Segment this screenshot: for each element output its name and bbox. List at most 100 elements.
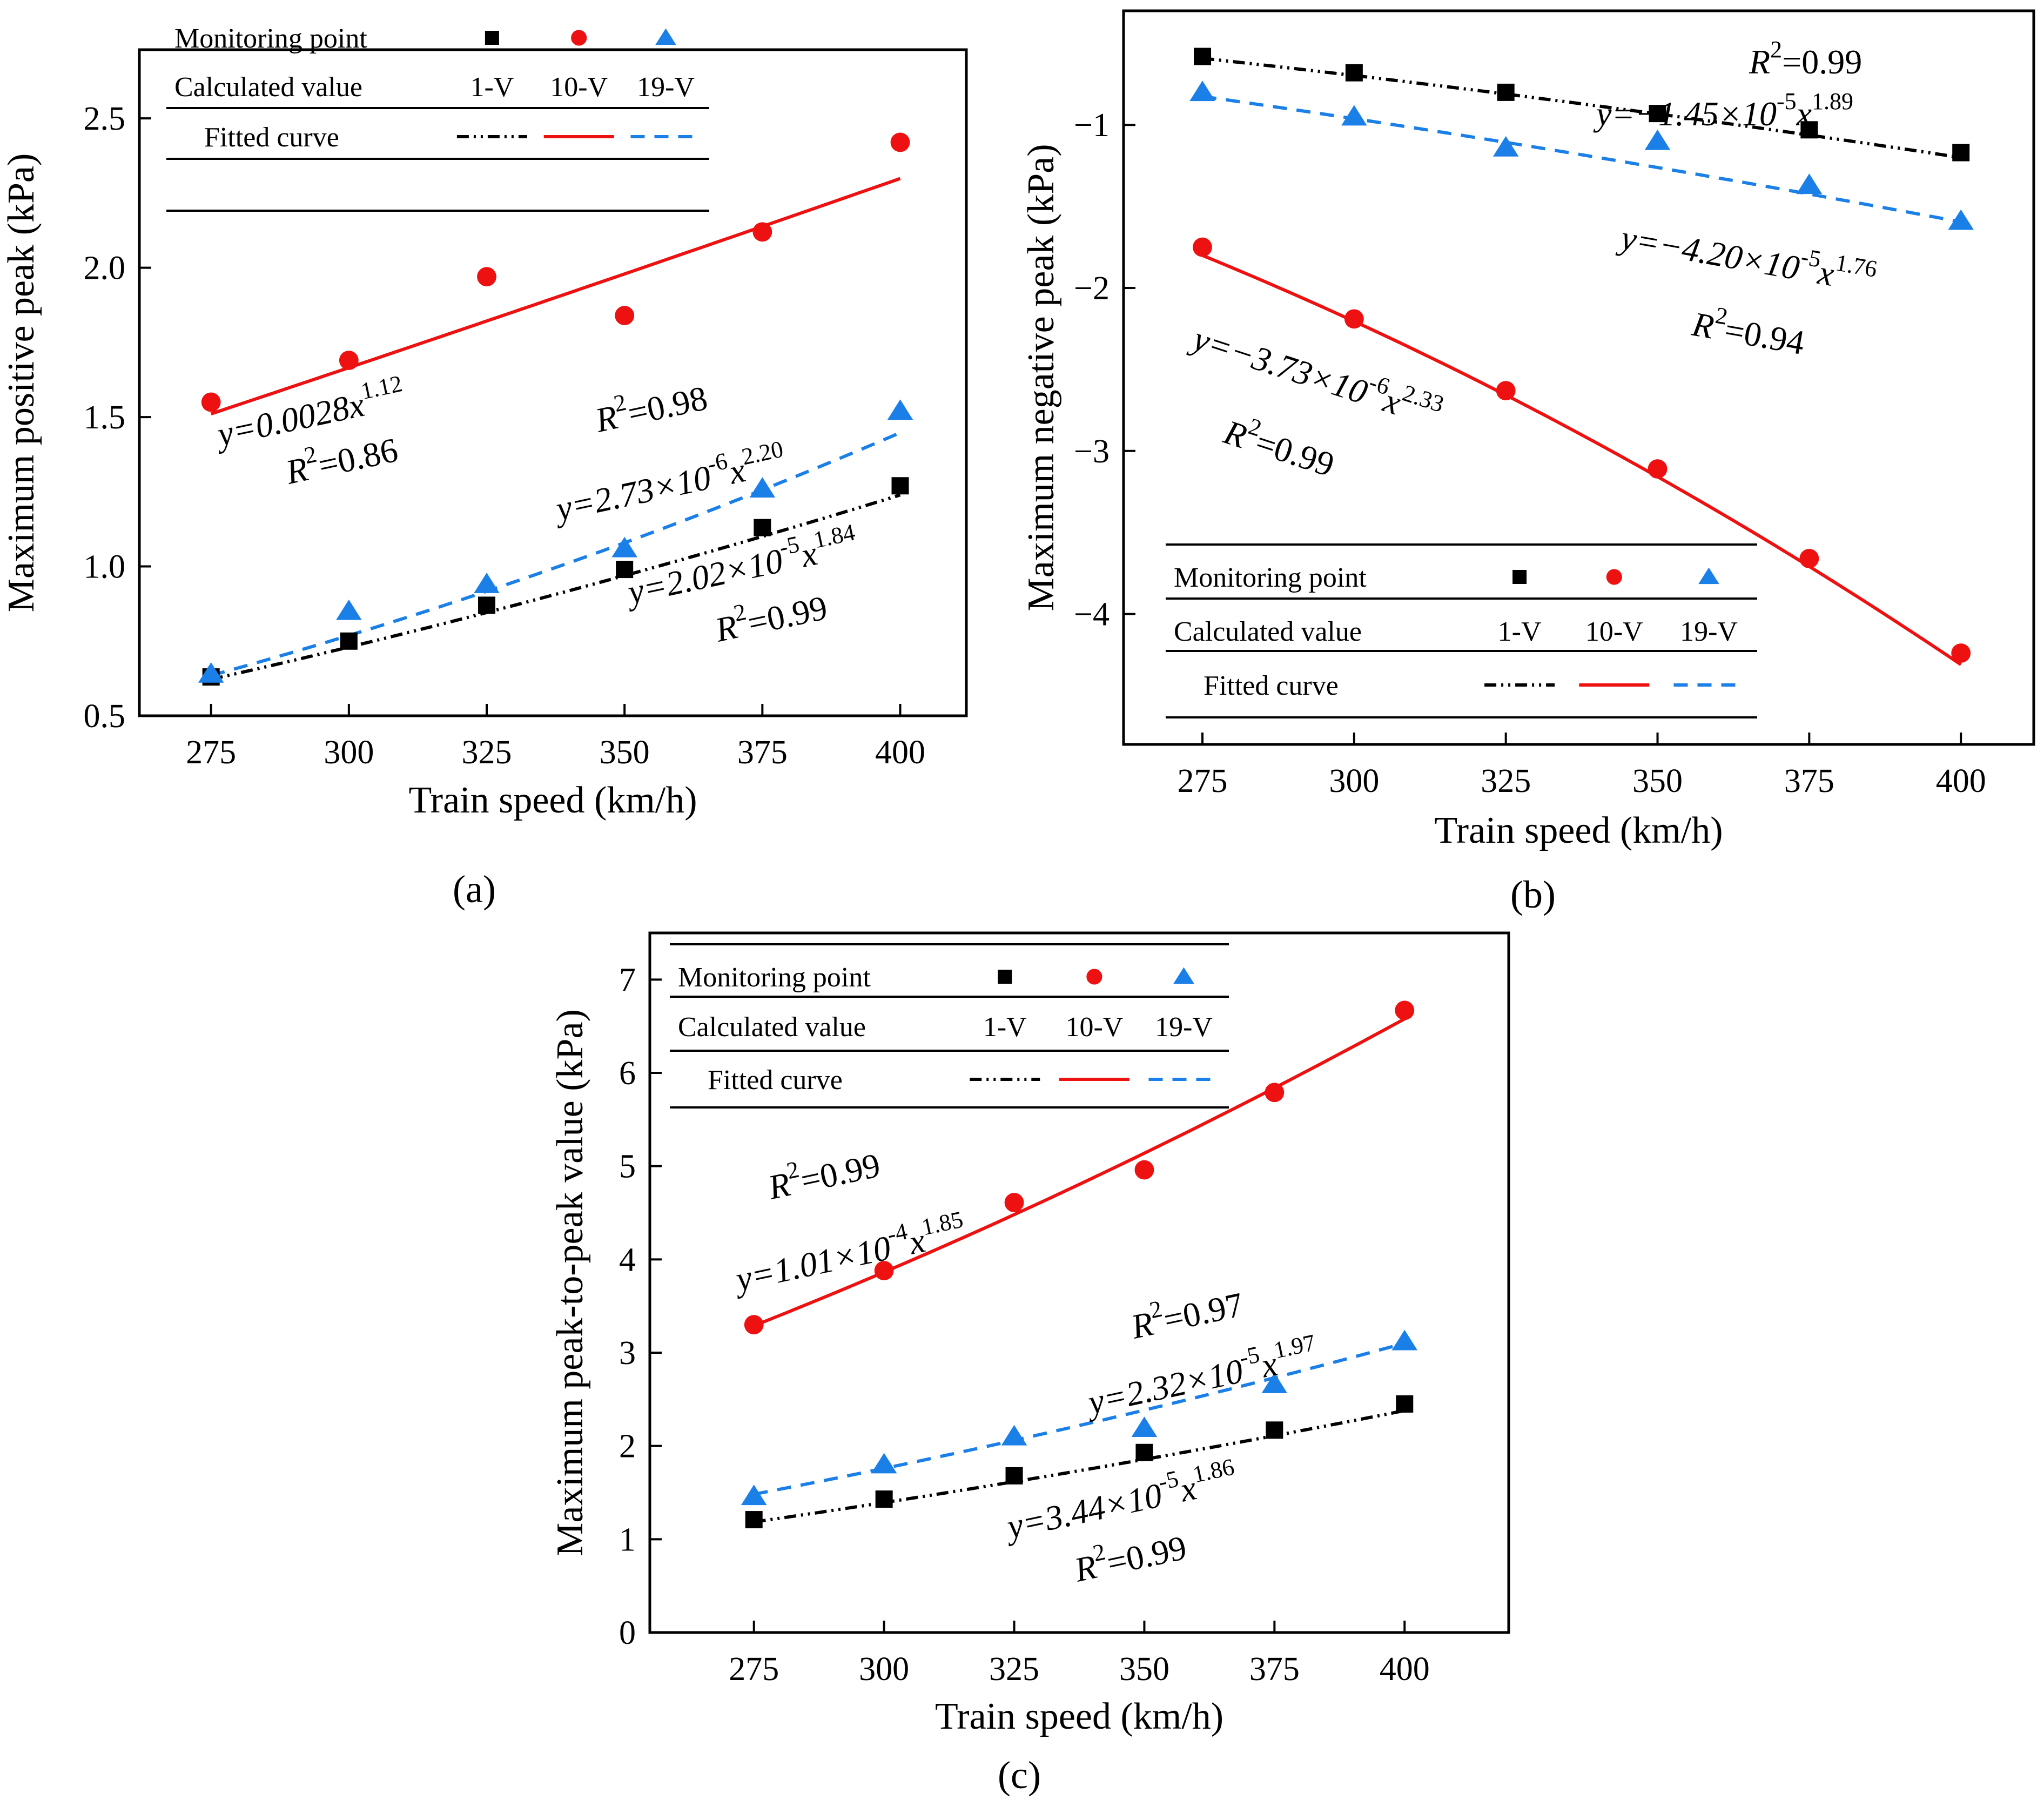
r-squared-1-V: R2=0.99 (710, 582, 831, 649)
x-tick-label: 350 (1119, 1651, 1169, 1688)
y-tick-label: −3 (1074, 433, 1110, 470)
y-tick-label: 2 (619, 1428, 636, 1465)
data-point-10-V (890, 132, 910, 152)
r-squared-19-V: R2=0.97 (1126, 1279, 1247, 1346)
r2-part: =0.99 (797, 1146, 884, 1200)
equation-exponent: 2.33 (1400, 380, 1447, 418)
legend-marker-10-V (571, 30, 587, 46)
x-tick-label: 300 (1329, 763, 1379, 800)
legend-calculated-label: Calculated value (174, 72, 362, 103)
data-point-1-V (745, 1511, 763, 1529)
x-axis-title: Train speed (km/h) (935, 1696, 1223, 1737)
data-point-10-V (744, 1315, 764, 1335)
fit-equation-1-V: y=3.44×10-5x1.86 (999, 1454, 1241, 1547)
data-point-1-V (1800, 121, 1818, 139)
r-squared-1-V: R2=0.99 (1749, 36, 1862, 81)
r-squared-1-V: R2=0.99 (1070, 1522, 1190, 1589)
r2-part: =0.86 (315, 431, 401, 485)
x-tick-label: 375 (737, 734, 788, 771)
legend-marker-1-V (1512, 570, 1527, 584)
data-point-19-V (749, 477, 776, 498)
x-tick-label: 300 (324, 734, 374, 771)
equation-part: y=−4.20×10 (1615, 218, 1803, 287)
y-tick-label: 3 (619, 1335, 636, 1372)
data-point-1-V (1194, 48, 1212, 65)
data-point-19-V (1001, 1425, 1027, 1446)
data-point-19-V (887, 399, 913, 420)
x-tick-label: 275 (186, 734, 236, 771)
r2-part: =0.99 (744, 588, 831, 642)
data-point-19-V (1796, 173, 1823, 194)
legend-series-label: 10-V (550, 72, 608, 103)
chart-panel-3: 275 300 325 350 375 400 0 1 2 3 4 5 6 7 Train speed (k… (549, 931, 1510, 1797)
legend-series-label: 1-V (1498, 616, 1542, 647)
x-tick-label: 400 (1380, 1651, 1430, 1688)
data-point-1-V (754, 519, 771, 536)
fit-equation-1-V: y=−1.45×10-5x1.89 (1593, 88, 1853, 133)
chart-panel-2: 275 300 325 350 375 400 −1 −2 −3 −4 Train speed (k… (1020, 9, 2035, 916)
data-point-10-V (1344, 309, 1364, 329)
y-tick-label: 2.0 (84, 250, 126, 287)
data-point-10-V (615, 306, 635, 326)
y-tick-label: 1.0 (84, 549, 126, 586)
data-point-10-V (1395, 1000, 1415, 1020)
y-tick-label: 2.5 (84, 100, 126, 137)
data-point-10-V (1951, 643, 1971, 663)
fit-curve-1-V (1202, 56, 1961, 159)
y-axis-title: Maximum positive peak (kPa) (1, 153, 42, 613)
r-squared-19-V: R2=0.94 (1689, 298, 1808, 362)
y-tick-label: 1 (619, 1521, 636, 1558)
legend-series-label: 1-V (983, 1012, 1027, 1043)
fit-equation-19-V: y=−4.20×10-5x1.76 (1615, 211, 1879, 300)
data-point-10-V (1134, 1160, 1154, 1180)
data-point-10-V (1648, 459, 1668, 479)
fit-curve-19-V (210, 431, 901, 677)
r2-part: =0.99 (1251, 423, 1339, 484)
y-axis-title: Maximum negative peak (kPa) (1020, 144, 1062, 611)
equation-exponent: 1.85 (919, 1206, 966, 1241)
data-point-1-V (340, 632, 358, 650)
equation-part: y=2.32×10 (1081, 1352, 1246, 1422)
r2-part: =0.98 (624, 379, 711, 433)
y-tick-label: 6 (619, 1055, 636, 1092)
r2-part: =0.99 (1782, 43, 1862, 81)
chart-panel-1: 275 300 325 350 375 400 0.5 1.0 1.5 2.0 2.5 Train s… (1, 23, 968, 911)
data-point-1-V (1005, 1467, 1023, 1484)
x-tick-label: 350 (1632, 763, 1683, 800)
fit-equation-19-V: y=2.73×10-6x2.20 (548, 436, 790, 529)
equation-part: y=−3.73×10 (1186, 318, 1372, 412)
r-squared-10-V: R2=0.99 (1219, 406, 1341, 484)
legend: Monitoring point Calculated value Fitted c… (166, 23, 709, 212)
equation-exponent: 2.20 (739, 436, 786, 471)
y-tick-label: −4 (1074, 596, 1110, 633)
data-point-1-V (1497, 83, 1515, 101)
x-tick-label: 375 (1784, 763, 1834, 800)
legend-calculated-label: Calculated value (1174, 616, 1362, 647)
x-tick-label: 275 (729, 1651, 779, 1688)
equation-exponent: -5 (1799, 243, 1823, 273)
panel-label: (c) (998, 1754, 1041, 1797)
legend-series-label: 19-V (1155, 1012, 1213, 1043)
x-tick-label: 350 (600, 734, 650, 771)
data-point-1-V (478, 596, 496, 614)
data-point-10-V (1193, 237, 1212, 257)
data-point-19-V (1391, 1329, 1418, 1351)
data-point-19-V (1948, 209, 1974, 230)
equation-exponent: 1.84 (811, 519, 858, 554)
equation-exponent: 1.86 (1191, 1454, 1237, 1488)
y-tick-label: 0.5 (84, 698, 126, 735)
data-point-1-V (1396, 1395, 1414, 1413)
data-point-10-V (874, 1261, 894, 1280)
x-tick-label: 275 (1178, 763, 1228, 800)
data-point-19-V (336, 599, 362, 620)
fit-equation-1-V: y=2.02×10-5x1.84 (620, 519, 862, 612)
data-point-10-V (1265, 1083, 1285, 1103)
x-tick-label: 375 (1249, 1651, 1300, 1688)
data-point-10-V (339, 351, 359, 370)
legend-marker-1-V (485, 31, 499, 45)
equation-part: y=3.44×10 (1000, 1476, 1165, 1547)
fit-equation-10-V: y=−3.73×10-6x2.33 (1186, 312, 1447, 435)
data-point-10-V (201, 392, 221, 412)
data-point-19-V (1492, 136, 1519, 157)
legend-fitted-label: Fitted curve (1203, 670, 1339, 701)
